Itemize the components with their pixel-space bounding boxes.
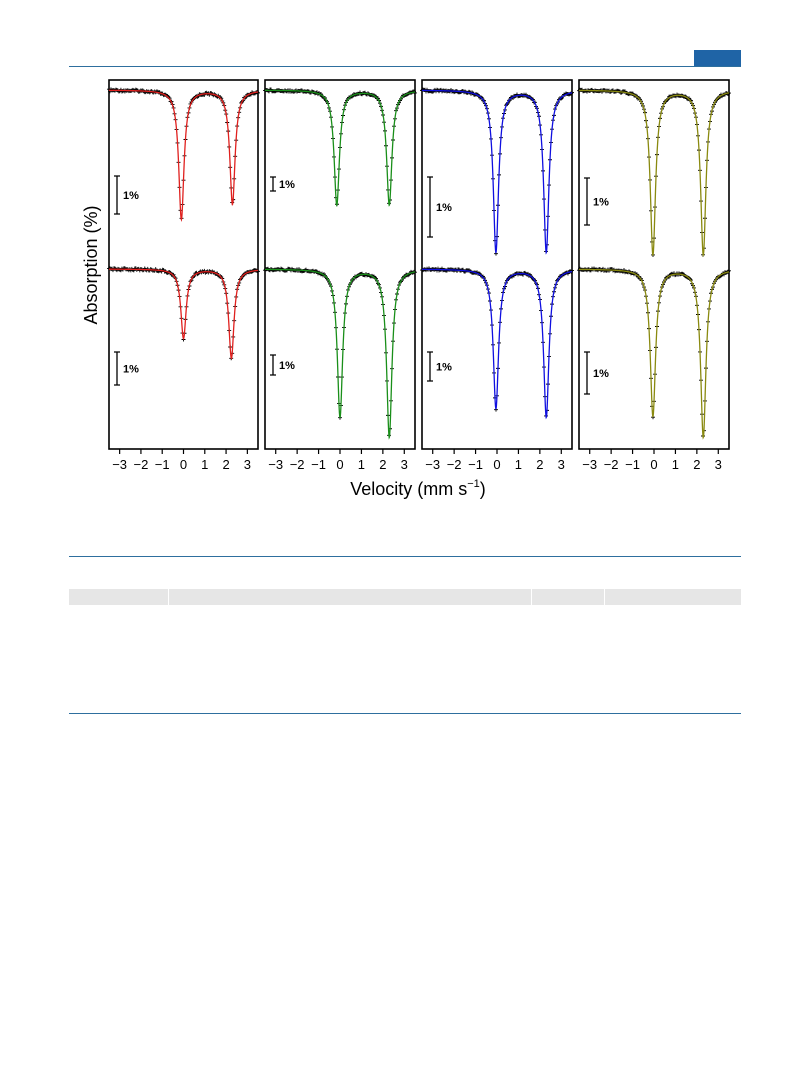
x-tick-label: −3	[112, 457, 127, 472]
x-tick-label: −1	[468, 457, 483, 472]
x-tick-label: 0	[336, 457, 343, 472]
x-tick-label: 1	[358, 457, 365, 472]
fit-line	[579, 89, 730, 258]
scale-bar	[270, 176, 276, 192]
scale-bar-label: 1%	[593, 197, 609, 209]
x-tick-label: 0	[650, 457, 657, 472]
fit-line	[109, 268, 259, 360]
x-tick-label: 1	[201, 457, 208, 472]
x-tick-label: −2	[604, 457, 619, 472]
x-tick-label: 3	[401, 457, 408, 472]
scale-bar-label: 1%	[279, 179, 295, 191]
data-point	[413, 90, 417, 95]
scale-bar	[270, 354, 276, 376]
x-tick-label: −1	[155, 457, 170, 472]
x-axis-label-main: Velocity (mm s	[350, 479, 467, 499]
spectrum-panel: 1% 1% −3 −2 −1 0 1 2 3	[263, 79, 417, 472]
scale-bar	[584, 351, 590, 395]
data-point	[256, 269, 260, 274]
scale-bar-label: 1%	[279, 360, 295, 372]
x-tick-label: −3	[425, 457, 440, 472]
x-tick-label: 2	[379, 457, 386, 472]
header-rule	[69, 66, 741, 67]
y-axis-label: Absorption (%)	[81, 205, 101, 324]
x-tick-label: 2	[222, 457, 229, 472]
scale-bar-label: 1%	[436, 202, 452, 214]
x-tick-label: −2	[134, 457, 149, 472]
data-point	[256, 90, 260, 95]
scale-bar	[427, 351, 433, 382]
scale-bar	[114, 351, 120, 386]
spectrum-panel: 1% 1% −3 −2 −1 0 1 2 3	[577, 79, 731, 472]
panel-frame	[108, 79, 259, 450]
x-tick-label: −3	[268, 457, 283, 472]
spectrum-panel: 1% 1% −3 −2 −1 0 1 2 3	[420, 79, 574, 472]
x-tick-label: 2	[693, 457, 700, 472]
fit-line	[109, 89, 259, 222]
section-rule-top	[69, 556, 741, 557]
fit-line	[265, 89, 416, 207]
table-header-divider	[531, 589, 532, 605]
scale-bar	[584, 177, 590, 226]
scale-bar	[114, 175, 120, 215]
x-tick-label: 1	[672, 457, 679, 472]
header-tab	[694, 50, 741, 66]
scale-bar-label: 1%	[593, 368, 609, 380]
x-axis-label: Velocity (mm s−1)	[350, 478, 486, 499]
fit-line	[422, 268, 573, 420]
scale-bar-label: 1%	[436, 362, 452, 374]
scale-bar-label: 1%	[123, 364, 139, 376]
x-axis-label-close: )	[480, 479, 486, 499]
x-tick-label: 2	[536, 457, 543, 472]
x-tick-label: −1	[311, 457, 326, 472]
fit-line	[264, 268, 416, 440]
panel-frame	[264, 79, 416, 450]
mossbauer-spectra-figure: 1%1%−3 −2 −1 0 1 2 31%1%−3 −2 −1 0 1 2 31%1%−3 −2 −1 0 1…	[81, 79, 731, 499]
x-axis-label-superscript: −1	[467, 478, 480, 490]
x-tick-label: −3	[582, 457, 597, 472]
x-tick-label: 3	[715, 457, 722, 472]
x-tick-label: 0	[493, 457, 500, 472]
scale-bar-label: 1%	[123, 190, 139, 202]
x-tick-label: 1	[515, 457, 522, 472]
x-tick-label: 3	[558, 457, 565, 472]
scale-bar	[427, 176, 433, 238]
x-tick-label: −1	[625, 457, 640, 472]
x-tick-label: 0	[180, 457, 187, 472]
table-header-band	[69, 589, 741, 605]
x-tick-label: 3	[244, 457, 251, 472]
x-tick-label: −2	[447, 457, 462, 472]
section-rule-bottom	[69, 713, 741, 714]
fit-line	[421, 89, 573, 255]
fit-line	[579, 268, 730, 440]
spectrum-panel: 1% 1% −3 −2 −1 0 1 2 3	[107, 79, 260, 472]
table-header-divider	[604, 589, 605, 605]
x-tick-label: −2	[290, 457, 305, 472]
table-header-divider	[168, 589, 169, 605]
